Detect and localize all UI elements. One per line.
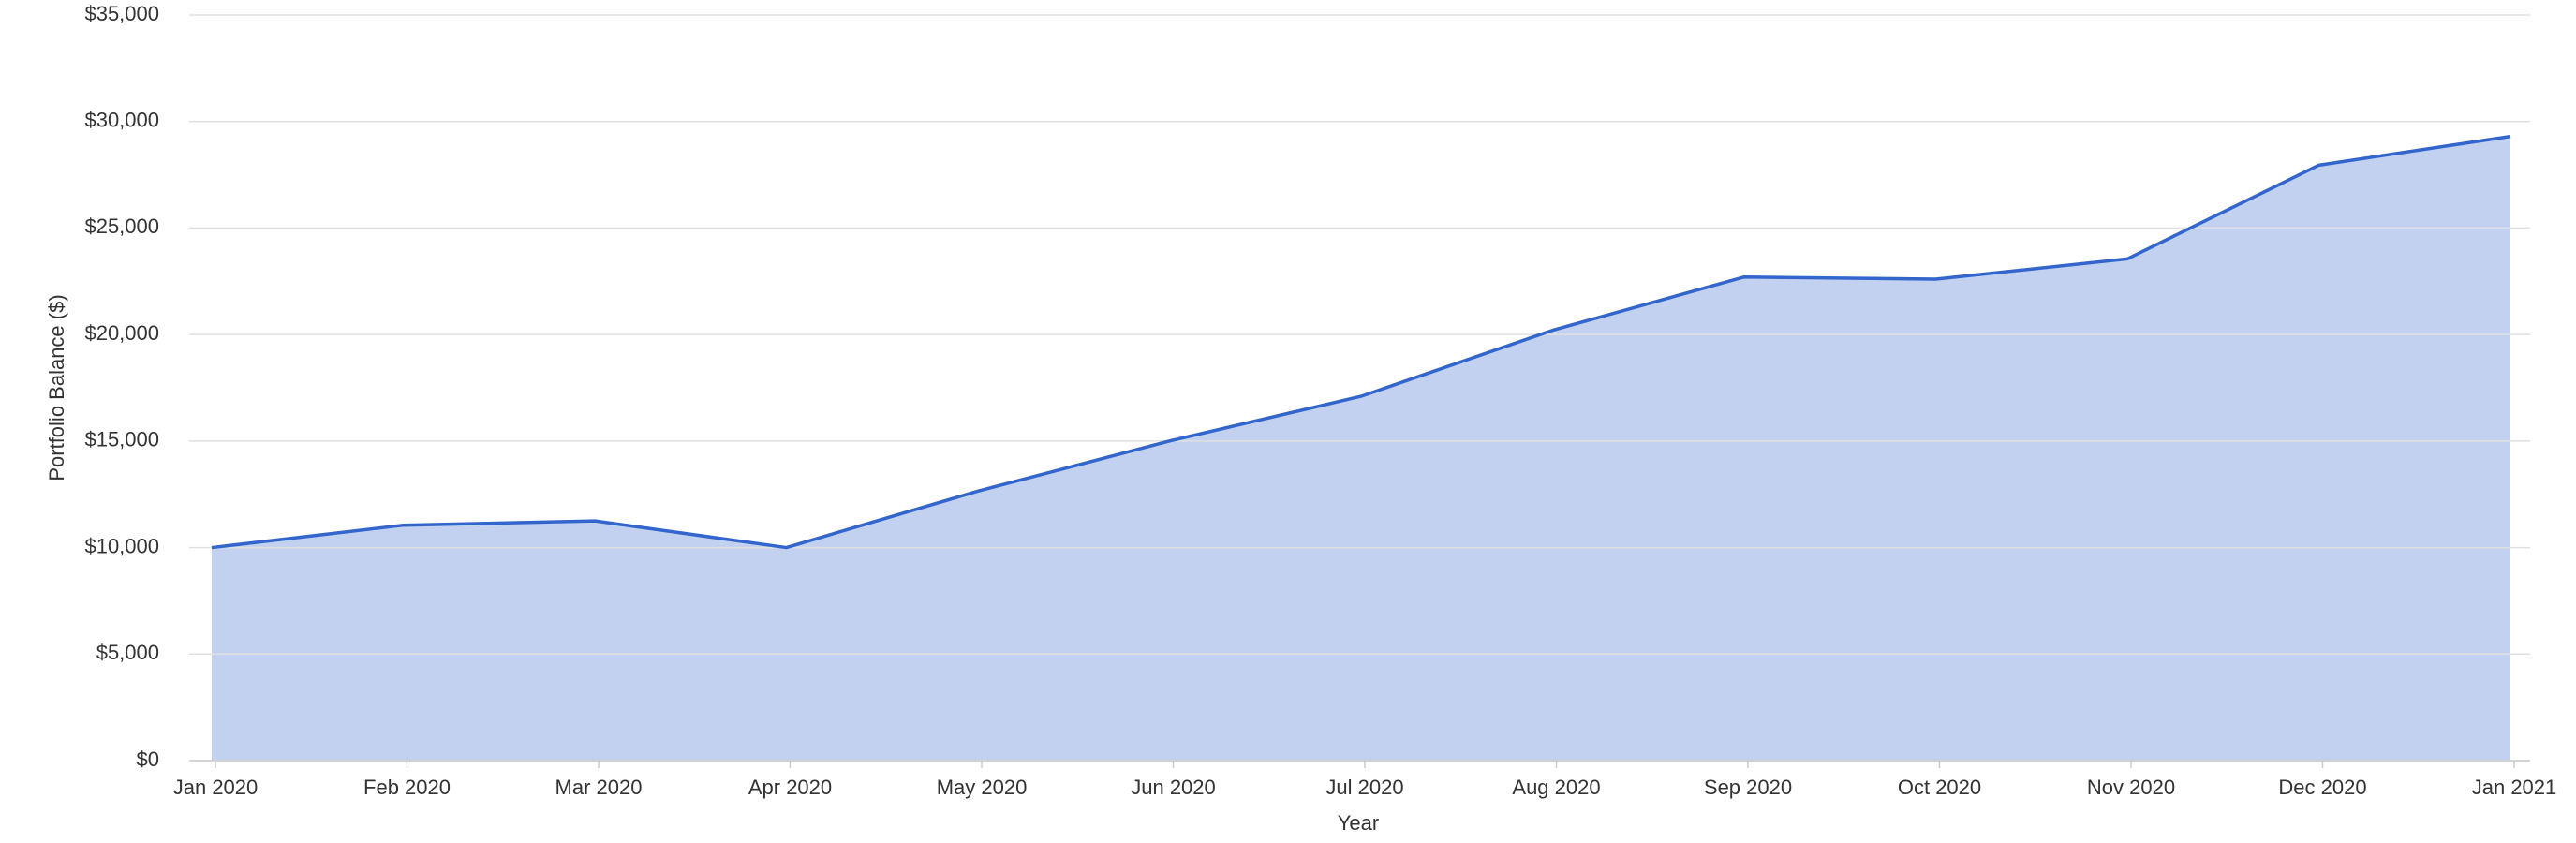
- x-tick-label: Aug 2020: [1512, 776, 1600, 799]
- x-tick-label: Apr 2020: [748, 776, 832, 799]
- x-tick-label: Jun 2020: [1131, 776, 1216, 799]
- y-tick-label: $20,000: [84, 321, 159, 345]
- x-tick-label: Nov 2020: [2087, 776, 2175, 799]
- x-tick-label: Jul 2020: [1325, 776, 1403, 799]
- y-tick-label: $10,000: [84, 534, 159, 557]
- y-tick-label: $25,000: [84, 214, 159, 238]
- x-axis-title: Year: [1338, 811, 1379, 835]
- y-tick-label: $0: [137, 747, 159, 771]
- y-tick-label: $35,000: [84, 2, 159, 25]
- x-tick-label: Feb 2020: [363, 776, 451, 799]
- x-tick-label: Dec 2020: [2278, 776, 2366, 799]
- x-tick-label: Jan 2021: [2472, 776, 2557, 799]
- y-tick-label: $30,000: [84, 109, 159, 132]
- x-tick-label: May 2020: [937, 776, 1028, 799]
- x-tick-label: Sep 2020: [1704, 776, 1792, 799]
- area-fill: [212, 136, 2510, 762]
- x-tick-label: Oct 2020: [1898, 776, 1981, 799]
- area-line: [211, 134, 2511, 550]
- x-tick-label: Jan 2020: [173, 776, 259, 799]
- y-tick-label: $15,000: [84, 428, 159, 451]
- y-axis-title: Portfolio Balance ($): [45, 294, 68, 481]
- y-tick-label: $5,000: [96, 641, 159, 664]
- x-tick-label: Mar 2020: [555, 776, 643, 799]
